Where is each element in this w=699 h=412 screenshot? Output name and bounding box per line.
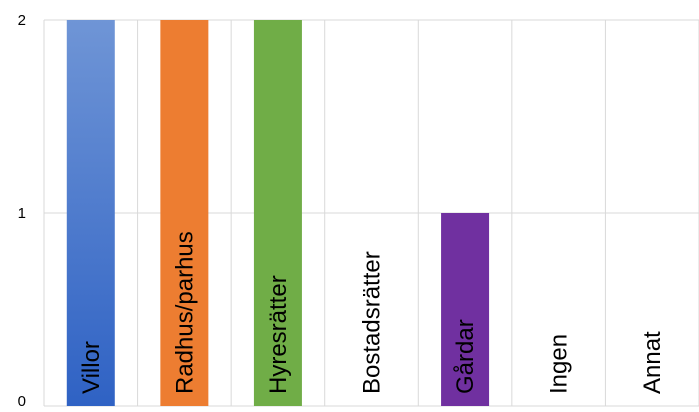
category-label-4: Gårdar (452, 319, 479, 394)
category-label-0: Villor (78, 341, 105, 394)
bar-1 (160, 20, 209, 406)
bars (66, 20, 490, 406)
y-tick-label-2: 2 (18, 12, 26, 29)
bar-0 (66, 20, 115, 406)
category-labels: Villor Radhus/parhus Hyresrätter Bostadsrät… (78, 231, 666, 394)
y-tick-label-1: 1 (18, 205, 26, 222)
category-label-2: Hyresrätter (265, 275, 292, 394)
category-label-5: Ingen (546, 334, 573, 394)
gridlines (43, 19, 699, 407)
category-label-3: Bostadsrätter (359, 251, 386, 394)
y-tick-label-0: 0 (18, 393, 26, 410)
bar-2 (253, 20, 302, 406)
category-label-1: Radhus/parhus (171, 231, 198, 394)
bar-4 (441, 213, 490, 406)
y-axis-ticks: 0 1 2 (18, 12, 26, 410)
category-label-6: Annat (639, 331, 666, 394)
